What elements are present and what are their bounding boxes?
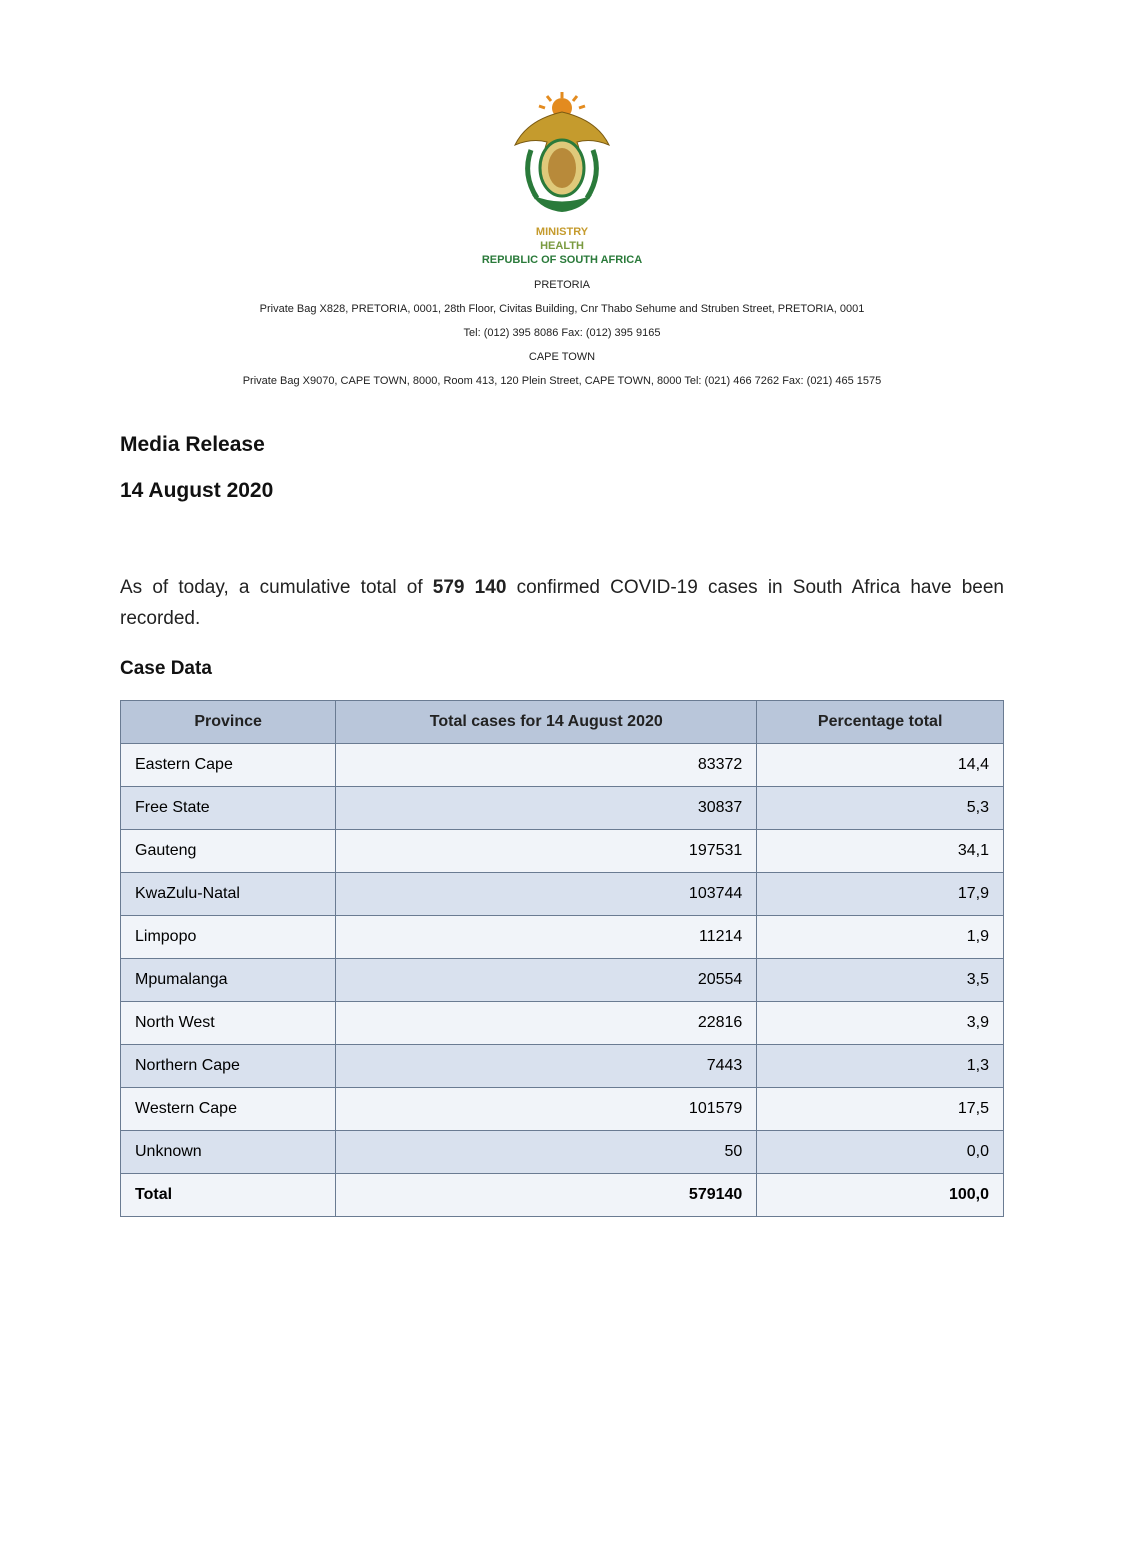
cell-pct: 3,5 — [757, 959, 1004, 1002]
cell-cases: 50 — [336, 1131, 757, 1174]
ministry-line-3: REPUBLIC OF SOUTH AFRICA — [120, 254, 1004, 268]
table-row: North West228163,9 — [121, 1002, 1004, 1045]
table-row: Limpopo112141,9 — [121, 916, 1004, 959]
cell-cases: 11214 — [336, 916, 757, 959]
cell-cases: 7443 — [336, 1045, 757, 1088]
table-row: Unknown500,0 — [121, 1131, 1004, 1174]
cell-province: Limpopo — [121, 916, 336, 959]
ministry-heading: MINISTRY HEALTH REPUBLIC OF SOUTH AFRICA — [120, 226, 1004, 267]
location-capetown: CAPE TOWN — [120, 351, 1004, 363]
cell-total-pct: 100,0 — [757, 1174, 1004, 1217]
table-row: Western Cape10157917,5 — [121, 1088, 1004, 1131]
table-row: KwaZulu-Natal10374417,9 — [121, 873, 1004, 916]
cell-cases: 83372 — [336, 744, 757, 787]
cell-pct: 5,3 — [757, 787, 1004, 830]
cell-cases: 30837 — [336, 787, 757, 830]
cell-province: Mpumalanga — [121, 959, 336, 1002]
coat-of-arms-logo — [120, 90, 1004, 220]
summary-total-bold: 579 140 — [433, 577, 507, 598]
cell-cases: 22816 — [336, 1002, 757, 1045]
cell-cases: 103744 — [336, 873, 757, 916]
col-pct: Percentage total — [757, 701, 1004, 744]
table-row: Gauteng19753134,1 — [121, 830, 1004, 873]
cell-province: Northern Cape — [121, 1045, 336, 1088]
address-pretoria: Private Bag X828, PRETORIA, 0001, 28th F… — [120, 303, 1004, 315]
table-total-row: Total579140100,0 — [121, 1174, 1004, 1217]
cell-pct: 17,5 — [757, 1088, 1004, 1131]
cell-pct: 1,3 — [757, 1045, 1004, 1088]
cell-province: Unknown — [121, 1131, 336, 1174]
case-data-heading: Case Data — [120, 658, 1004, 680]
cell-cases: 20554 — [336, 959, 757, 1002]
col-cases: Total cases for 14 August 2020 — [336, 701, 757, 744]
cell-cases: 101579 — [336, 1088, 757, 1131]
cell-total-label: Total — [121, 1174, 336, 1217]
ministry-line-2: HEALTH — [120, 240, 1004, 254]
cell-total-cases: 579140 — [336, 1174, 757, 1217]
case-data-table: Province Total cases for 14 August 2020 … — [120, 700, 1004, 1217]
table-header-row: Province Total cases for 14 August 2020 … — [121, 701, 1004, 744]
table-row: Eastern Cape8337214,4 — [121, 744, 1004, 787]
col-province: Province — [121, 701, 336, 744]
release-date: 14 August 2020 — [120, 479, 1004, 503]
cell-province: Western Cape — [121, 1088, 336, 1131]
cell-pct: 1,9 — [757, 916, 1004, 959]
table-row: Free State308375,3 — [121, 787, 1004, 830]
tel-pretoria: Tel: (012) 395 8086 Fax: (012) 395 9165 — [120, 327, 1004, 339]
summary-prefix: As of today, a cumulative total of — [120, 577, 433, 598]
cell-pct: 34,1 — [757, 830, 1004, 873]
table-row: Mpumalanga205543,5 — [121, 959, 1004, 1002]
summary-paragraph: As of today, a cumulative total of 579 1… — [120, 573, 1004, 634]
cell-pct: 14,4 — [757, 744, 1004, 787]
cell-pct: 3,9 — [757, 1002, 1004, 1045]
cell-province: Free State — [121, 787, 336, 830]
cell-pct: 0,0 — [757, 1131, 1004, 1174]
cell-province: Eastern Cape — [121, 744, 336, 787]
cell-pct: 17,9 — [757, 873, 1004, 916]
address-capetown: Private Bag X9070, CAPE TOWN, 8000, Room… — [120, 375, 1004, 387]
cell-cases: 197531 — [336, 830, 757, 873]
media-release-title: Media Release — [120, 433, 1004, 457]
cell-province: Gauteng — [121, 830, 336, 873]
ministry-line-1: MINISTRY — [120, 226, 1004, 240]
location-pretoria: PRETORIA — [120, 279, 1004, 291]
cell-province: North West — [121, 1002, 336, 1045]
cell-province: KwaZulu-Natal — [121, 873, 336, 916]
table-row: Northern Cape74431,3 — [121, 1045, 1004, 1088]
